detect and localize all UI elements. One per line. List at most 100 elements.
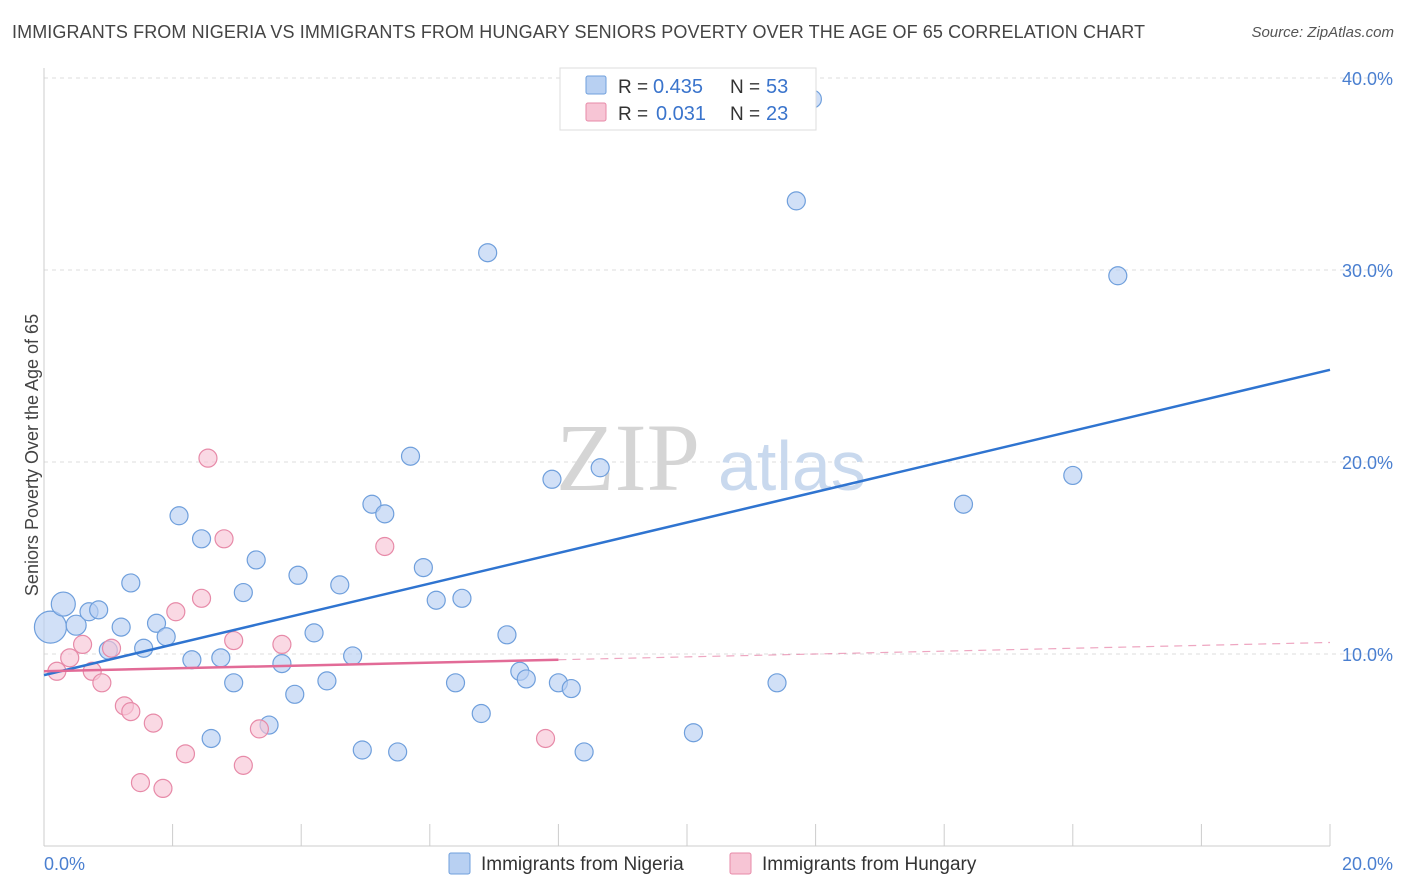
point-nigeria [683,723,704,743]
trend-lines [43,368,1331,677]
point-nigeria [288,565,308,585]
point-nigeria [452,588,472,608]
legend-n-value-nigeria: 53 [766,76,788,98]
point-hungary [72,634,93,655]
watermark-zip: ZIP [556,404,700,511]
point-nigeria [445,673,466,693]
point-nigeria [272,653,292,674]
point-nigeria [542,469,562,489]
point-hungary [130,773,151,793]
trend-line-hungary-extension [558,641,1331,661]
point-hungary [535,728,556,749]
y-tick-label: 10.0% [1342,645,1393,665]
point-hungary [175,744,196,764]
point-nigeria [375,504,395,524]
point-nigeria [471,703,491,724]
grid-lines [44,77,1392,655]
point-nigeria [304,623,324,643]
point-nigeria [953,494,974,514]
point-nigeria [352,740,372,760]
point-hungary [143,713,163,733]
chart-title: IMMIGRANTS FROM NIGERIA VS IMMIGRANTS FR… [12,22,1146,42]
point-nigeria [111,617,131,637]
legend-n-label-hungary: N = [730,104,760,125]
series-legend: Immigrants from Nigeria Immigrants from … [448,852,977,875]
point-nigeria [574,742,594,762]
y-tick-label: 40.0% [1342,69,1393,89]
point-nigeria [413,557,433,578]
legend-n-value-hungary: 23 [766,103,788,125]
point-nigeria [50,591,76,617]
point-nigeria [182,650,202,670]
point-nigeria [233,582,253,603]
point-hungary [272,634,292,655]
point-hungary [153,778,173,799]
point-nigeria [65,614,87,636]
bottom-legend-swatch-nigeria [448,852,471,875]
legend-r-value-nigeria: 0.435 [653,76,703,98]
point-nigeria [211,648,231,668]
point-nigeria [1063,465,1083,486]
point-nigeria [767,673,787,693]
point-nigeria [146,613,167,633]
y-axis-title: Seniors Poverty Over the Age of 65 [22,314,42,596]
point-nigeria [201,728,221,749]
point-nigeria [121,573,141,593]
point-nigeria [516,669,536,689]
watermark: ZIP atlas [556,404,866,511]
x-tick-label: 0.0% [44,854,85,874]
point-hungary [101,638,122,658]
legend-r-value-hungary: 0.031 [656,103,706,125]
point-hungary [214,529,234,549]
trend-line-hungary [43,658,559,673]
trend-line-nigeria [43,368,1331,677]
point-nigeria [590,458,610,478]
point-nigeria [224,673,244,693]
y-tick-label: 30.0% [1342,261,1393,281]
legend-n-label-nigeria: N = [730,77,760,98]
point-hungary [375,536,395,557]
point-nigeria [478,243,498,263]
point-nigeria [343,646,363,666]
point-nigeria [330,575,350,595]
x-tick-label: 20.0% [1342,854,1393,874]
point-hungary [198,448,218,468]
source-label: Source: ZipAtlas.com [1251,24,1394,41]
legend-swatch-nigeria [585,75,607,95]
point-nigeria [426,590,446,610]
point-hungary [191,588,212,608]
point-nigeria [400,446,421,466]
bottom-legend-label-nigeria: Immigrants from Nigeria [481,854,684,875]
y-tick-label: 20.0% [1342,453,1393,473]
point-nigeria [89,600,109,620]
point-nigeria [317,671,337,691]
watermark-atlas: atlas [718,427,866,505]
stats-legend: R = 0.435 N = 53 R = 0.031 N = 23 [559,67,817,131]
point-hungary [249,719,270,739]
point-hungary [60,648,80,668]
point-nigeria [497,625,517,645]
point-hungary [166,602,186,622]
legend-r-label-nigeria: R = [618,77,648,98]
point-nigeria [285,684,305,704]
legend-swatch-hungary [585,102,607,122]
point-nigeria [169,506,189,526]
axes: 10.0% 20.0% 30.0% 40.0% 0.0% 20.0% [43,68,1393,874]
point-hungary [121,701,141,722]
point-nigeria [156,627,176,647]
legend-r-label-hungary: R = [618,104,648,125]
point-nigeria [561,678,581,699]
point-nigeria [388,742,408,762]
point-hungary [233,755,253,775]
point-nigeria [246,550,266,570]
point-nigeria [134,638,154,658]
point-hungary [92,673,112,693]
point-nigeria [191,529,212,549]
point-nigeria [786,191,806,211]
bottom-legend-swatch-hungary [729,852,752,875]
point-hungary [224,630,244,651]
point-nigeria [1108,266,1128,286]
bottom-legend-label-hungary: Immigrants from Hungary [762,854,977,875]
point-nigeria [362,494,382,514]
